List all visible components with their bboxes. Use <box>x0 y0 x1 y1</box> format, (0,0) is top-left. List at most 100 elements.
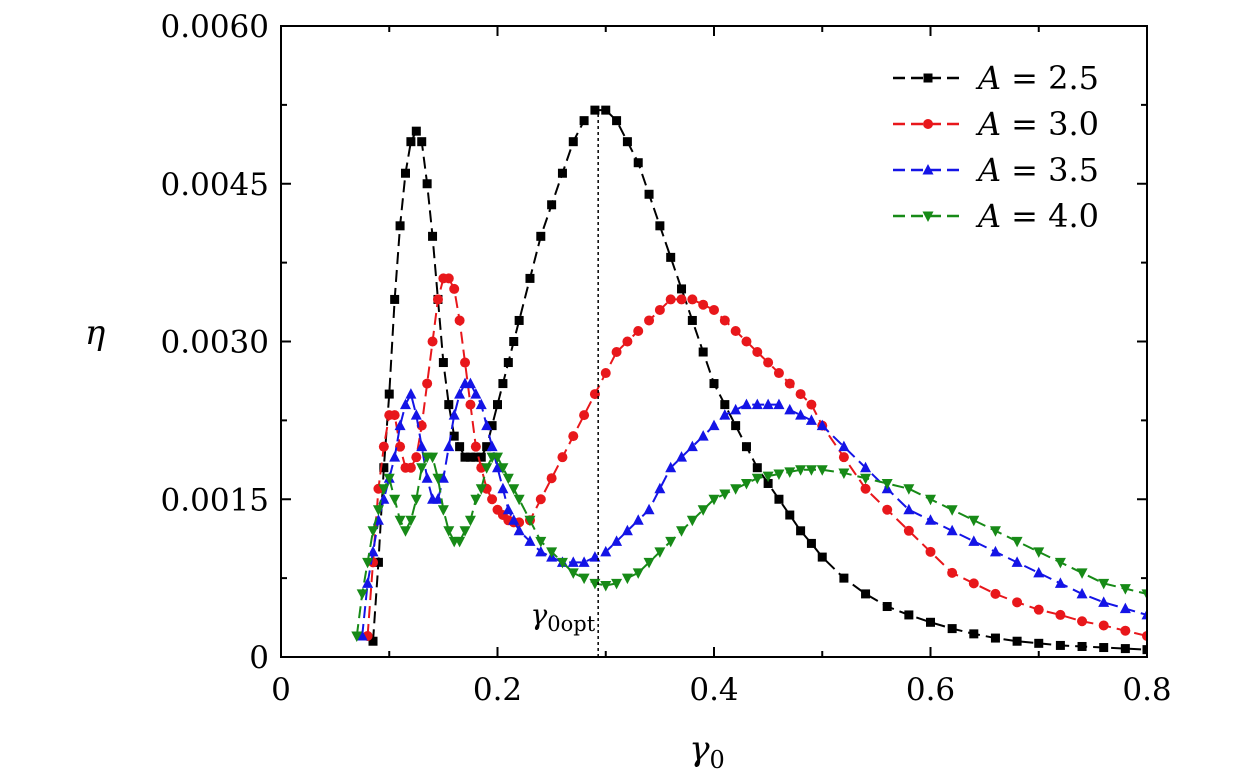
data-point <box>632 568 644 579</box>
axis-ticks: 0 0.2 0.4 0.6 0.8 0 0.0015 0.0030 0.0045 0.0060 <box>161 9 1172 708</box>
data-point <box>454 388 466 399</box>
gamma-opt-label-main: γ <box>531 598 548 631</box>
data-point <box>968 535 980 546</box>
data-point <box>351 631 363 642</box>
legend-label-value: = 2.5 <box>1011 59 1099 97</box>
data-point <box>677 284 687 294</box>
data-point <box>427 336 438 347</box>
data-point <box>448 409 460 420</box>
data-point <box>356 589 368 600</box>
gamma-opt-label: γ0opt <box>531 598 596 636</box>
data-point <box>740 478 752 490</box>
data-point <box>1034 638 1044 648</box>
data-point <box>443 526 455 537</box>
data-point <box>708 419 720 431</box>
data-point <box>362 557 374 569</box>
legend-marker <box>923 119 933 129</box>
data-point <box>535 545 547 557</box>
data-point <box>698 347 708 357</box>
data-point <box>654 304 665 315</box>
data-point <box>502 503 514 515</box>
data-point <box>362 577 374 588</box>
data-point <box>763 478 773 488</box>
series-line <box>361 382 1147 637</box>
legend-marker <box>922 164 934 175</box>
data-point <box>443 273 454 284</box>
data-point <box>525 273 535 283</box>
series-2 <box>362 273 1147 641</box>
data-point <box>676 526 688 537</box>
data-point <box>925 494 936 506</box>
data-point <box>535 536 547 548</box>
data-point <box>1142 645 1147 655</box>
data-point <box>481 419 493 431</box>
data-point <box>600 580 612 592</box>
data-point <box>839 573 849 583</box>
data-point <box>389 494 401 506</box>
data-point <box>719 489 731 500</box>
data-point <box>1012 636 1022 646</box>
data-point <box>449 283 460 294</box>
data-point <box>666 252 676 262</box>
data-point <box>379 463 389 473</box>
legend-label-var: A <box>975 105 1001 143</box>
data-point <box>611 535 623 546</box>
data-point <box>676 451 688 462</box>
data-point <box>1054 557 1066 569</box>
data-point <box>470 388 482 399</box>
x-tick-label: 0 <box>271 672 291 708</box>
data-point <box>1141 608 1147 620</box>
data-point <box>806 538 816 548</box>
data-point <box>805 465 817 476</box>
data-point <box>697 430 709 441</box>
legend-marker <box>923 73 933 83</box>
data-point <box>546 547 558 558</box>
data-point <box>421 472 433 483</box>
data-point <box>411 126 421 136</box>
data-point <box>817 552 827 562</box>
data-point <box>838 440 850 452</box>
data-point <box>1119 602 1131 614</box>
data-point <box>437 505 449 516</box>
data-point <box>470 441 481 452</box>
data-point <box>486 440 498 452</box>
data-point <box>557 452 568 463</box>
data-point <box>665 536 677 548</box>
data-point <box>806 399 817 410</box>
data-point <box>465 399 476 410</box>
data-point <box>741 442 751 452</box>
data-point <box>838 468 850 479</box>
data-point <box>1120 644 1130 654</box>
data-point <box>399 526 411 537</box>
data-point <box>697 505 709 516</box>
data-point <box>372 505 384 516</box>
data-point <box>903 503 915 515</box>
data-point <box>904 610 914 620</box>
data-point <box>1098 596 1110 607</box>
data-point <box>686 440 698 452</box>
data-point <box>492 461 503 473</box>
data-point <box>508 484 520 495</box>
data-point <box>1033 547 1045 558</box>
legend-item: A = 2.5 <box>893 59 1099 97</box>
data-point <box>751 473 763 485</box>
y-tick-label: 0.0030 <box>161 325 269 361</box>
data-point <box>989 545 1001 557</box>
data-point <box>589 578 601 590</box>
data-point <box>621 573 633 585</box>
data-point <box>632 514 644 525</box>
data-point <box>492 452 503 464</box>
data-point <box>449 431 459 441</box>
data-point <box>476 452 486 462</box>
data-point <box>719 315 730 326</box>
data-point <box>497 463 509 474</box>
data-point <box>947 567 958 578</box>
data-point <box>383 473 395 485</box>
x-tick-label: 0.4 <box>689 672 738 708</box>
data-point <box>475 484 487 495</box>
data-point <box>513 494 525 506</box>
data-point <box>406 137 416 147</box>
data-point <box>416 463 428 474</box>
data-point <box>432 473 444 485</box>
